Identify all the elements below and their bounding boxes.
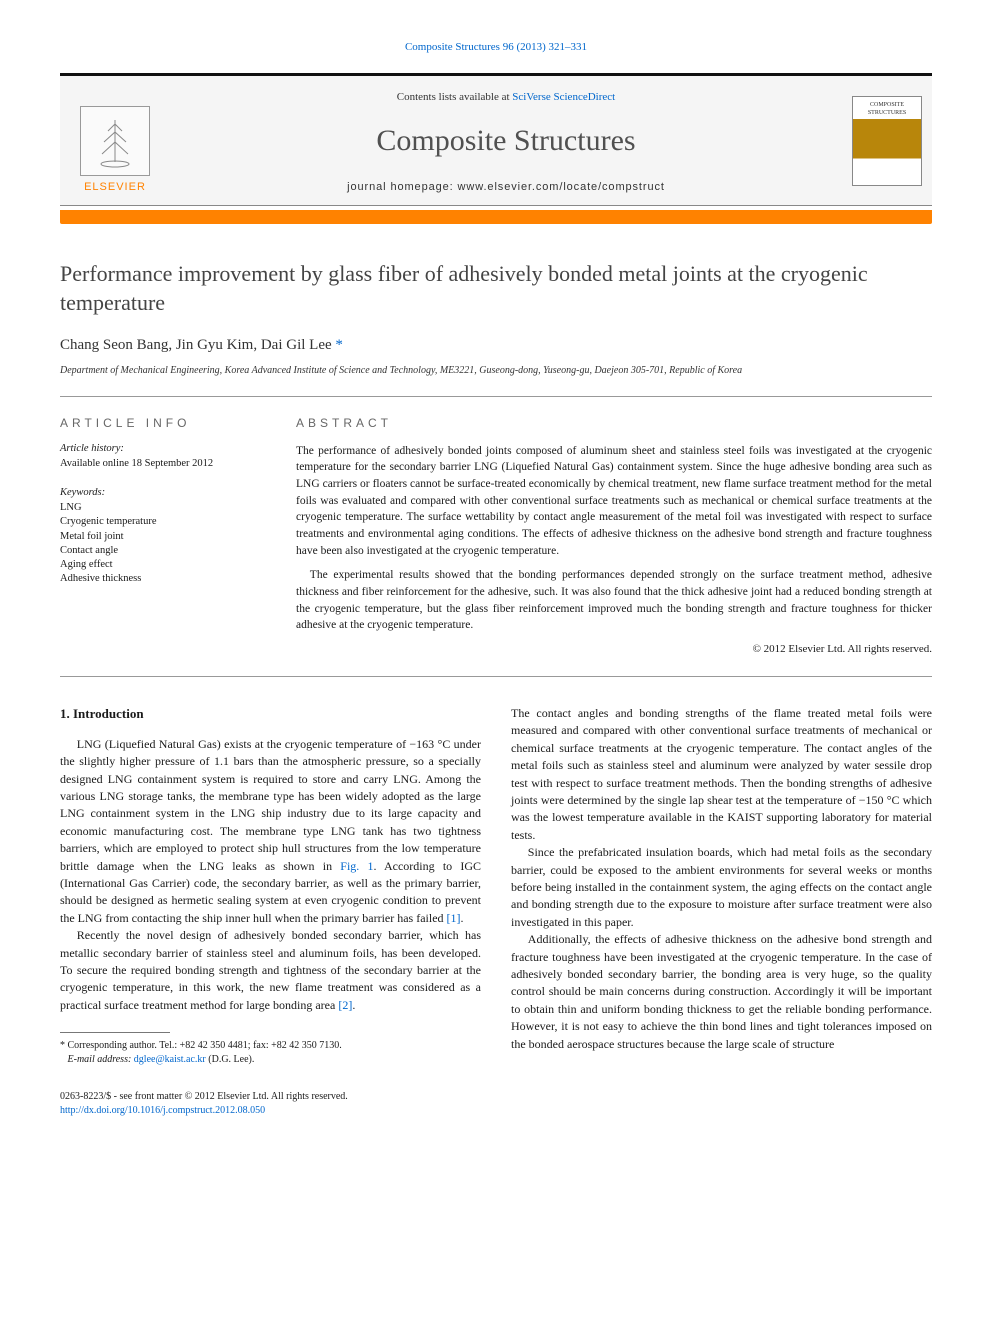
cover-label-top: COMPOSITE [870,101,904,109]
article-info-column: article info Article history: Available … [60,415,260,658]
body-text: . [352,998,355,1012]
body-paragraph: Additionally, the effects of adhesive th… [511,931,932,1053]
cover-label-bottom: STRUCTURES [868,109,906,117]
abstract-copyright: © 2012 Elsevier Ltd. All rights reserved… [296,642,932,658]
keyword: LNG [60,501,260,515]
keyword: Contact angle [60,544,260,558]
abstract-heading: abstract [296,415,932,432]
journal-homepage: journal homepage: www.elsevier.com/locat… [180,180,832,195]
cover-thumb-block: COMPOSITE STRUCTURES [842,76,932,205]
contents-line: Contents lists available at SciVerse Sci… [180,90,832,105]
citation-ref-link[interactable]: [1] [447,911,461,925]
authors-names: Chang Seon Bang, Jin Gyu Kim, Dai Gil Le… [60,337,332,353]
body-columns: 1. Introduction LNG (Liquefied Natural G… [60,705,932,1066]
history-label: Article history: [60,442,260,457]
orange-accent-bar [60,210,932,224]
authors-line: Chang Seon Bang, Jin Gyu Kim, Dai Gil Le… [60,335,932,356]
journal-cover-icon: COMPOSITE STRUCTURES [852,96,922,186]
email-suffix: (D.G. Lee). [208,1054,254,1065]
figure-ref-link[interactable]: Fig. 1 [340,859,373,873]
keywords-label: Keywords: [60,486,260,501]
article-info-heading: article info [60,415,260,432]
corresponding-footnote: * Corresponding author. Tel.: +82 42 350… [60,1039,481,1066]
keyword: Cryogenic temperature [60,515,260,529]
section-heading: 1. Introduction [60,705,481,724]
publisher-label: ELSEVIER [84,180,146,195]
elsevier-tree-icon [80,106,150,176]
article-title: Performance improvement by glass fiber o… [60,260,932,317]
keyword: Aging effect [60,558,260,572]
affiliation: Department of Mechanical Engineering, Ko… [60,364,932,378]
email-link[interactable]: dglee@kaist.ac.kr [134,1054,206,1065]
publisher-block: ELSEVIER [60,76,170,205]
body-text: Recently the novel design of adhesively … [60,928,481,1012]
keyword: Adhesive thickness [60,572,260,586]
abstract-paragraph: The experimental results showed that the… [296,567,932,634]
info-abstract-row: article info Article history: Available … [60,396,932,677]
citation-header: Composite Structures 96 (2013) 321–331 [60,40,932,55]
body-paragraph: The contact angles and bonding strengths… [511,705,932,844]
sciencedirect-link[interactable]: SciVerse ScienceDirect [512,91,615,103]
contents-prefix: Contents lists available at [397,91,512,103]
bottom-meta: 0263-8223/$ - see front matter © 2012 El… [60,1090,932,1117]
corresponding-mark[interactable]: * [335,337,343,353]
abstract-paragraph: The performance of adhesively bonded joi… [296,443,932,560]
issn-line: 0263-8223/$ - see front matter © 2012 El… [60,1090,932,1104]
body-text: LNG (Liquefied Natural Gas) exists at th… [60,737,481,873]
keyword: Metal foil joint [60,530,260,544]
right-column: The contact angles and bonding strengths… [511,705,932,1066]
journal-title: Composite Structures [180,120,832,162]
email-label: E-mail address: [68,1054,132,1065]
citation-ref-link[interactable]: [2] [338,998,352,1012]
corr-text: Corresponding author. Tel.: +82 42 350 4… [68,1040,342,1051]
body-paragraph: Recently the novel design of adhesively … [60,927,481,1014]
body-paragraph: LNG (Liquefied Natural Gas) exists at th… [60,736,481,927]
corr-mark-icon: * [60,1040,65,1051]
doi-link[interactable]: http://dx.doi.org/10.1016/j.compstruct.2… [60,1105,265,1116]
history-text: Available online 18 September 2012 [60,457,260,472]
footnote-separator [60,1032,170,1033]
left-column: 1. Introduction LNG (Liquefied Natural G… [60,705,481,1066]
citation-link[interactable]: Composite Structures 96 (2013) 321–331 [405,41,587,53]
masthead: ELSEVIER Contents lists available at Sci… [60,73,932,206]
body-paragraph: Since the prefabricated insulation board… [511,844,932,931]
masthead-center: Contents lists available at SciVerse Sci… [170,76,842,205]
body-text: . [461,911,464,925]
abstract-column: abstract The performance of adhesively b… [296,415,932,658]
